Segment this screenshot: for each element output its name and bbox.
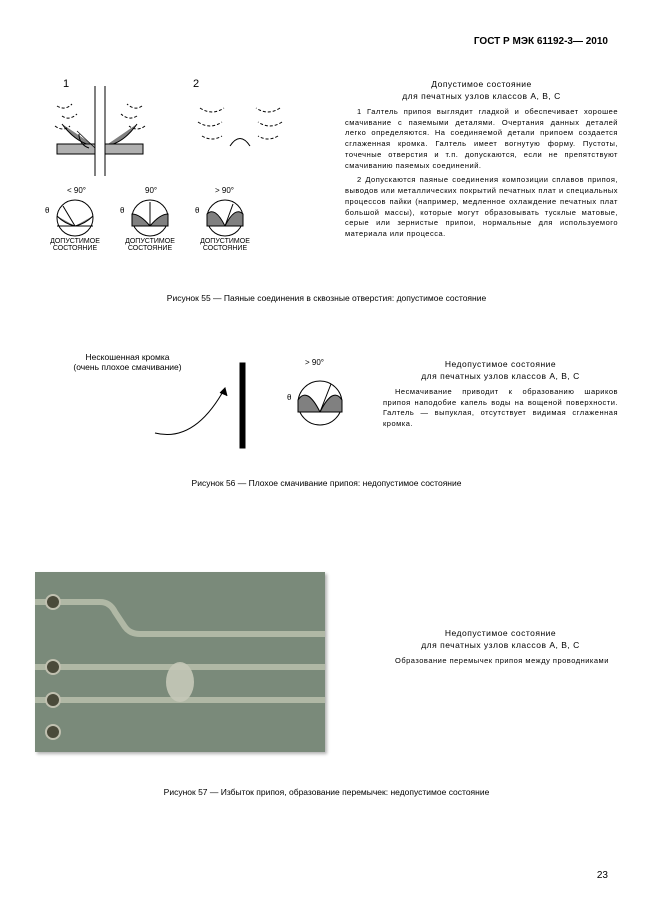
section-55: 1 2 bbox=[35, 78, 618, 318]
sketch-1 bbox=[47, 86, 167, 181]
figure-56: Нескошенная кромка (очень плохое смачива… bbox=[55, 348, 365, 463]
figure-57 bbox=[35, 572, 325, 752]
sec56-title: Недопустимое состояние для печатных узло… bbox=[383, 358, 618, 383]
section-57: Недопустимое состояние для печатных узло… bbox=[35, 572, 618, 832]
sec57-title: Недопустимое состояние для печатных узло… bbox=[383, 627, 618, 652]
angle-label-2: 90° bbox=[145, 186, 157, 195]
sec57-title-l1: Недопустимое состояние bbox=[383, 627, 618, 639]
state-label-col-2: ДОПУСТИМОЕ СОСТОЯНИЕ bbox=[117, 238, 183, 252]
page: ГОСТ Р МЭК 61192-3— 2010 1 2 bbox=[0, 0, 646, 913]
sec57-title-l2: для печатных узлов классов A, B, C bbox=[383, 639, 618, 651]
theta-1: θ bbox=[45, 206, 49, 215]
section-57-text: Недопустимое состояние для печатных узло… bbox=[383, 627, 618, 667]
state-label-col-3: ДОПУСТИМОЕ СОСТОЯНИЕ bbox=[192, 238, 258, 252]
sec57-para-1: Образование перемычек припоя между прово… bbox=[383, 656, 618, 667]
sec56-title-l2: для печатных узлов классов A, B, C bbox=[383, 370, 618, 382]
pcb-photo bbox=[35, 572, 325, 752]
sec55-para-2: 2 Допускаются паяные соединения композиц… bbox=[345, 175, 618, 240]
sec56-title-l1: Недопустимое состояние bbox=[383, 358, 618, 370]
state-l2: СОСТОЯНИЕ bbox=[42, 245, 108, 252]
page-number: 23 bbox=[597, 870, 608, 881]
pcb-svg bbox=[35, 572, 325, 752]
angle-label-56: > 90° bbox=[305, 358, 324, 367]
theta-3: θ bbox=[195, 206, 199, 215]
figure-56-caption: Рисунок 56 — Плохое смачивание припоя: н… bbox=[35, 478, 618, 488]
sec55-title: Допустимое состояние для печатных узлов … bbox=[345, 78, 618, 103]
figure-55-caption: Рисунок 55 — Паяные соединения в сквозны… bbox=[35, 293, 618, 303]
state-l2b: СОСТОЯНИЕ bbox=[117, 245, 183, 252]
section-56: Нескошенная кромка (очень плохое смачива… bbox=[35, 348, 618, 523]
state-label-col-1: ДОПУСТИМОЕ СОСТОЯНИЕ bbox=[42, 238, 108, 252]
sketch-2 bbox=[190, 86, 310, 181]
section-55-text: Допустимое состояние для печатных узлов … bbox=[345, 78, 618, 243]
figure-55: 1 2 bbox=[35, 78, 335, 273]
theta-56: θ bbox=[287, 393, 291, 402]
angle-circles bbox=[35, 196, 335, 244]
figure-57-caption: Рисунок 57 — Избыток припоя, образование… bbox=[35, 787, 618, 797]
sec55-para-1: 1 Галтель припоя выглядит гладкой и обес… bbox=[345, 107, 618, 172]
state-l1c: ДОПУСТИМОЕ bbox=[192, 238, 258, 245]
state-l1: ДОПУСТИМОЕ bbox=[42, 238, 108, 245]
angle-label-3: > 90° bbox=[215, 186, 234, 195]
sec55-title-l2: для печатных узлов классов A, B, C bbox=[345, 90, 618, 102]
theta-2: θ bbox=[120, 206, 124, 215]
sec56-para-1: Несмачивание приводит к образованию шари… bbox=[383, 387, 618, 431]
state-l2c: СОСТОЯНИЕ bbox=[192, 245, 258, 252]
state-l1b: ДОПУСТИМОЕ bbox=[117, 238, 183, 245]
angle-label-1: < 90° bbox=[67, 186, 86, 195]
document-code: ГОСТ Р МЭК 61192-3— 2010 bbox=[474, 36, 608, 47]
sec55-title-l1: Допустимое состояние bbox=[345, 78, 618, 90]
section-56-text: Недопустимое состояние для печатных узло… bbox=[383, 358, 618, 430]
